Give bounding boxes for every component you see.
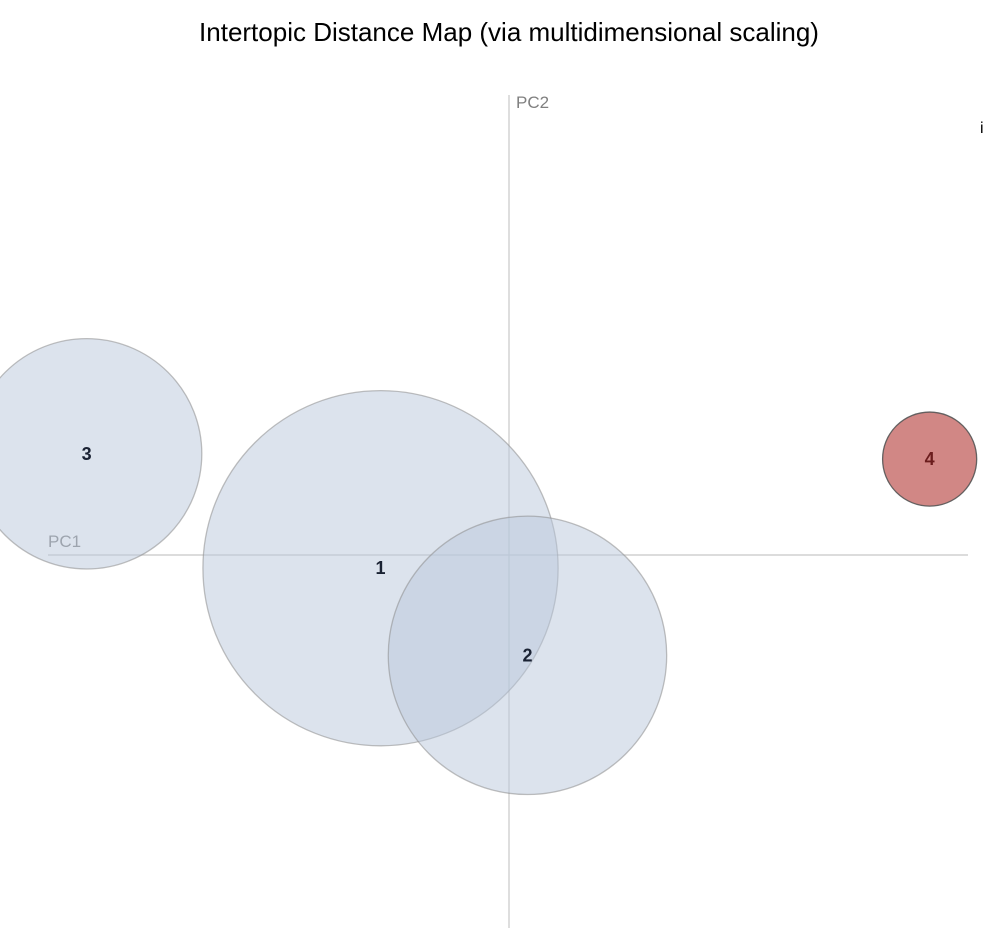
info-icon[interactable]: i <box>980 120 984 137</box>
page-title: Intertopic Distance Map (via multidimens… <box>199 17 819 47</box>
topic-bubble-3[interactable] <box>0 337 203 570</box>
topic-bubbles: 1 2 3 4 <box>0 337 978 796</box>
topic-label-3: 3 <box>82 444 92 464</box>
topic-bubble-4[interactable] <box>881 411 978 507</box>
topic-label-2: 2 <box>522 645 532 665</box>
topic-label-4: 4 <box>925 449 935 469</box>
topic-bubble-2[interactable] <box>387 515 668 796</box>
pc2-axis-label: PC2 <box>516 93 549 112</box>
topic-label-1: 1 <box>376 558 386 578</box>
